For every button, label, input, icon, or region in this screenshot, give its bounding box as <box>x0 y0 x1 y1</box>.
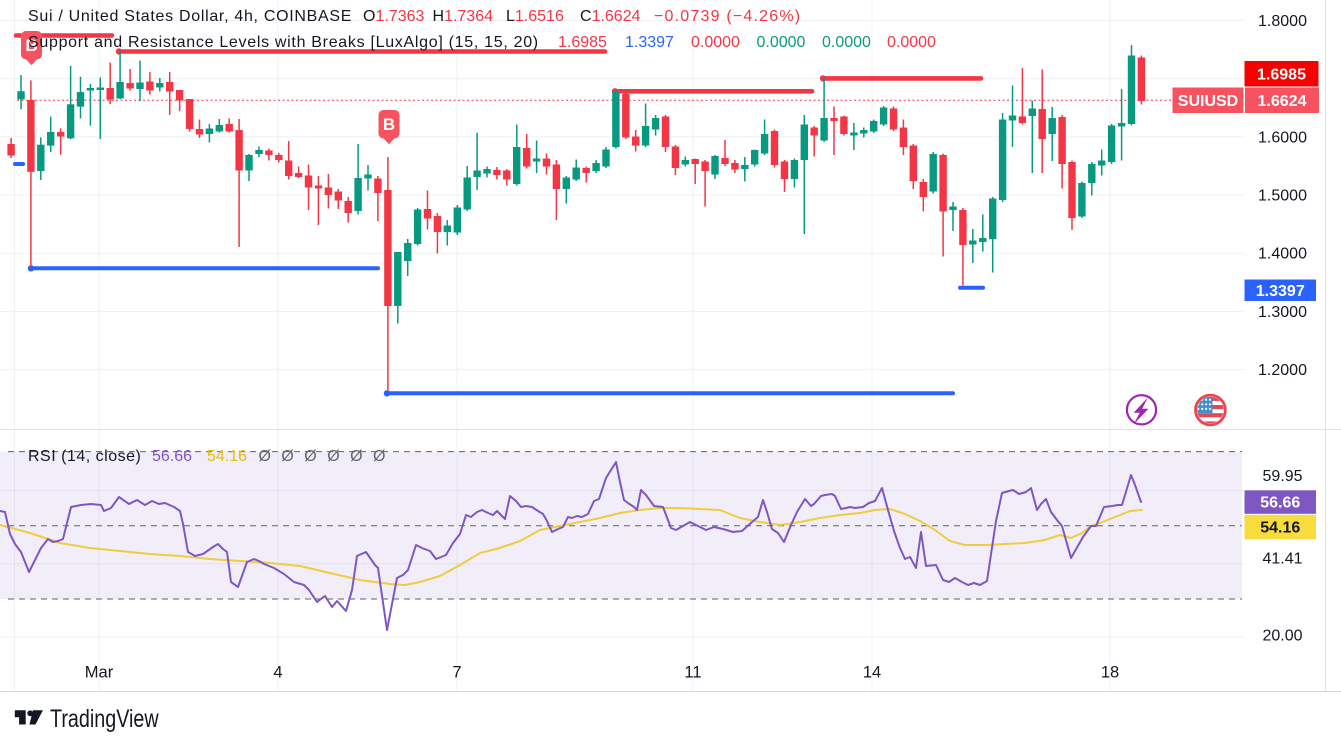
svg-text:TradingView: TradingView <box>50 705 159 733</box>
svg-text:1.3397: 1.3397 <box>1256 283 1305 300</box>
svg-text:Ø: Ø <box>350 448 362 465</box>
svg-text:0.0000: 0.0000 <box>691 34 740 51</box>
svg-text:Ø: Ø <box>281 448 293 465</box>
svg-text:1.6624: 1.6624 <box>1258 93 1307 110</box>
svg-text:1.3000: 1.3000 <box>1258 304 1307 321</box>
svg-text:41.41: 41.41 <box>1262 550 1302 567</box>
svg-text:Ø: Ø <box>304 448 316 465</box>
svg-text:56.66: 56.66 <box>1260 495 1300 512</box>
svg-text:1.2000: 1.2000 <box>1258 362 1307 379</box>
svg-text:0.0000: 0.0000 <box>887 34 936 51</box>
svg-text:0.0000: 0.0000 <box>822 34 871 51</box>
svg-text:Ø: Ø <box>259 448 271 465</box>
svg-text:20.00: 20.00 <box>1262 628 1302 645</box>
svg-text:1.6985: 1.6985 <box>1257 66 1306 83</box>
svg-text:1.3397: 1.3397 <box>625 34 674 51</box>
svg-text:14: 14 <box>863 664 881 682</box>
svg-text:54.16: 54.16 <box>207 448 247 465</box>
svg-text:1.6985: 1.6985 <box>558 34 607 51</box>
svg-text:1.4000: 1.4000 <box>1258 246 1307 263</box>
svg-text:54.16: 54.16 <box>1260 520 1300 537</box>
svg-text:C1.6624: C1.6624 <box>580 8 641 25</box>
svg-text:7: 7 <box>452 664 461 682</box>
svg-text:56.66: 56.66 <box>152 448 192 465</box>
svg-text:11: 11 <box>684 664 701 682</box>
svg-text:RSI (14, close): RSI (14, close) <box>28 448 141 465</box>
svg-text:Mar: Mar <box>85 664 114 682</box>
svg-text:SUIUSD: SUIUSD <box>1178 93 1238 110</box>
svg-text:59.95: 59.95 <box>1262 468 1302 485</box>
svg-text:1.5000: 1.5000 <box>1258 188 1307 205</box>
svg-text:−0.0739 (−4.26%): −0.0739 (−4.26%) <box>654 8 801 25</box>
svg-text:Ø: Ø <box>327 448 339 465</box>
svg-text:Support and Resistance Levels: Support and Resistance Levels with Break… <box>28 34 539 51</box>
svg-text:1.8000: 1.8000 <box>1258 13 1307 30</box>
svg-text:Sui / United States Dollar, 4h: Sui / United States Dollar, 4h, COINBASE <box>28 8 352 25</box>
svg-text:H1.7364: H1.7364 <box>433 8 494 25</box>
svg-text:18: 18 <box>1101 664 1119 682</box>
svg-text:4: 4 <box>273 664 282 682</box>
svg-text:L1.6516: L1.6516 <box>506 8 564 25</box>
svg-text:1.6000: 1.6000 <box>1258 129 1307 146</box>
svg-text:O1.7363: O1.7363 <box>363 8 424 25</box>
svg-text:Ø: Ø <box>373 448 385 465</box>
svg-text:B: B <box>25 36 37 55</box>
svg-text:0.0000: 0.0000 <box>757 34 806 51</box>
svg-text:B: B <box>383 115 395 134</box>
